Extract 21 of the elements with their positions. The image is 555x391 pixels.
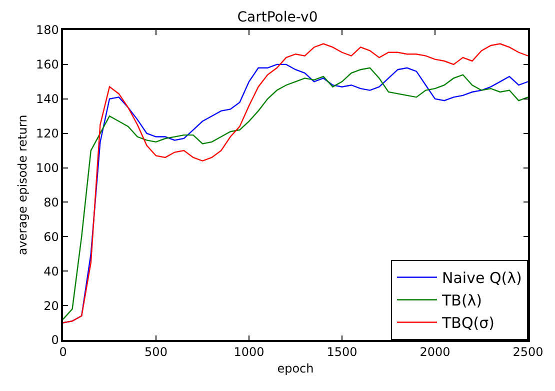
y-tick-label: 100 <box>36 160 59 175</box>
legend-label: Naive Q(λ) <box>442 269 522 288</box>
y-tick-label: 180 <box>36 23 59 38</box>
x-tick-label: 1500 <box>326 345 358 360</box>
y-tick-label: 60 <box>44 230 59 244</box>
x-tick-label: 2000 <box>420 345 450 360</box>
legend-label: TB(λ) <box>441 292 482 310</box>
x-tick-label: 500 <box>144 345 168 360</box>
y-tick-label: 40 <box>44 264 59 278</box>
y-tick-label: 80 <box>44 195 59 210</box>
x-tick-label: 1000 <box>234 345 264 360</box>
y-tick-label: 140 <box>36 92 59 106</box>
y-tick-label: 160 <box>36 58 59 72</box>
x-tick-label: 2500 <box>512 345 544 360</box>
y-axis-title: average episode return <box>16 114 30 256</box>
y-tick-label: 0 <box>51 333 59 348</box>
y-tick-label: 120 <box>36 126 59 141</box>
x-axis-title: epoch <box>277 362 314 376</box>
y-tick-label: 20 <box>44 298 59 313</box>
chart-title: CartPole-v0 <box>237 10 318 26</box>
legend-label: TBQ(σ) <box>441 314 494 332</box>
